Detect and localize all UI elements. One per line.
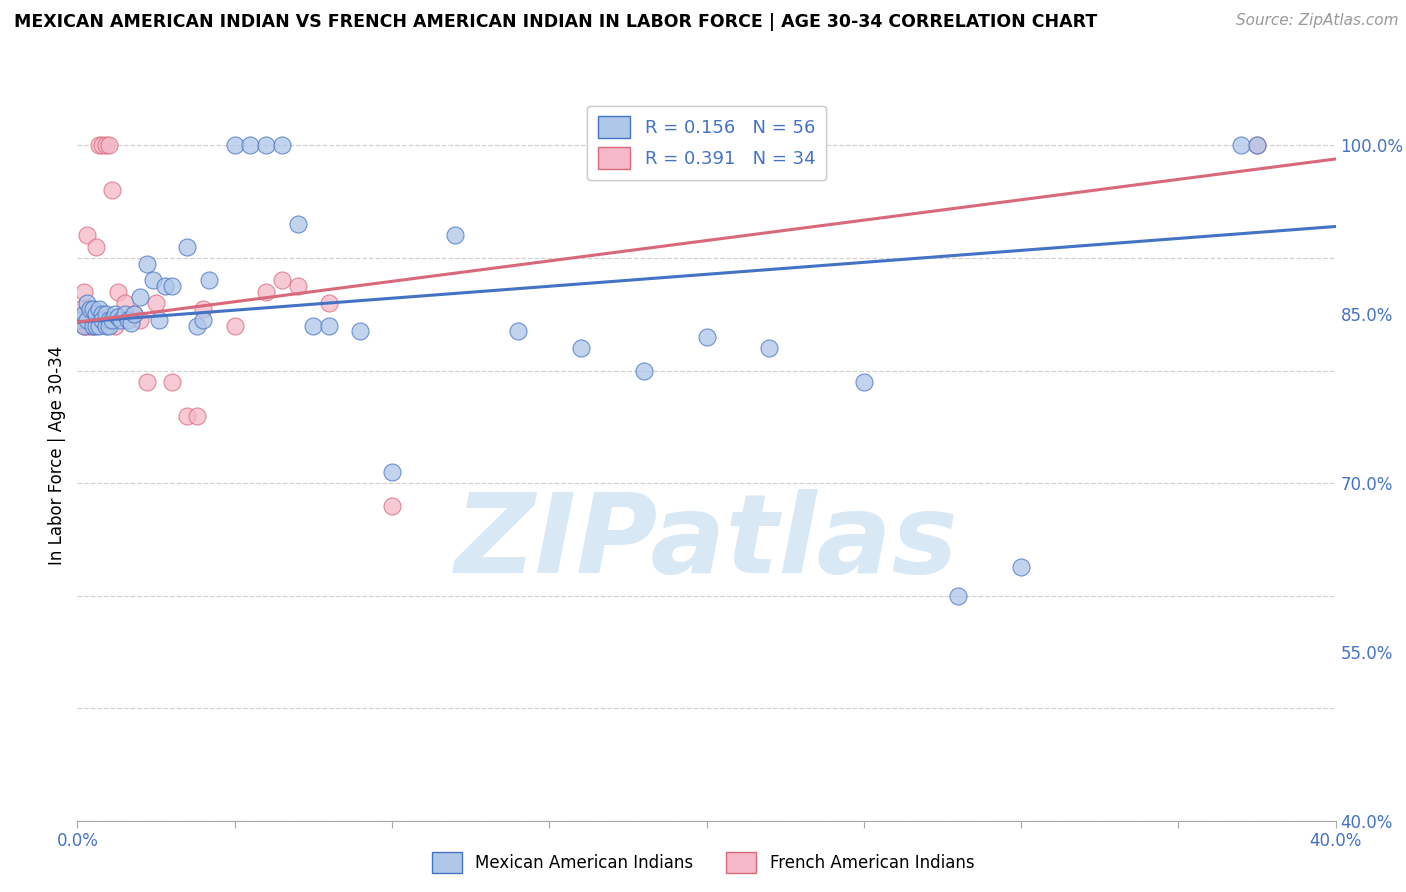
Point (1010, 560, 1032, 574)
Point (302, 318, 325, 333)
Point (948, 589, 970, 603)
Point (349, 324, 371, 338)
Point (79, 318, 101, 333)
Point (94, 318, 117, 333)
Point (76, 313, 98, 327)
Point (84, 318, 107, 333)
Point (198, 273, 221, 287)
Point (101, 184, 124, 198)
Point (69, 313, 91, 327)
Point (72, 318, 94, 333)
Point (381, 465, 404, 479)
Text: MEXICAN AMERICAN INDIAN VS FRENCH AMERICAN INDIAN IN LABOR FORCE | AGE 30-34 COR: MEXICAN AMERICAN INDIAN VS FRENCH AMERIC… (14, 13, 1097, 31)
Point (1246, 138, 1268, 153)
Point (69, 301, 91, 316)
Point (110, 313, 132, 327)
Point (97, 318, 120, 333)
Point (89, 318, 111, 333)
Legend: Mexican American Indians, French American Indians: Mexican American Indians, French America… (425, 846, 981, 880)
Point (135, 375, 157, 389)
Point (94, 138, 117, 153)
Point (254, 138, 277, 153)
Point (148, 313, 170, 327)
Point (72, 307, 94, 321)
Point (122, 307, 145, 321)
Y-axis label: In Labor Force | Age 30-34: In Labor Force | Age 30-34 (48, 345, 66, 565)
Point (79, 307, 101, 321)
Point (72, 318, 94, 333)
Point (569, 341, 592, 355)
Text: ZIPatlas: ZIPatlas (454, 489, 959, 596)
Point (107, 310, 129, 324)
Point (160, 375, 183, 389)
Point (270, 273, 292, 287)
Point (117, 313, 139, 327)
Point (186, 409, 208, 423)
Point (89, 138, 111, 153)
Point (114, 296, 136, 310)
Point (145, 296, 167, 310)
Point (186, 318, 208, 333)
Point (270, 138, 292, 153)
Point (1246, 138, 1268, 153)
Point (97, 138, 120, 153)
Point (107, 285, 129, 299)
Point (318, 296, 340, 310)
Point (122, 307, 145, 321)
Point (94, 307, 117, 321)
Point (129, 313, 152, 327)
Point (287, 279, 309, 293)
Point (176, 409, 198, 423)
Point (79, 301, 101, 316)
Point (76, 296, 98, 310)
Point (444, 228, 467, 243)
Point (239, 138, 262, 153)
Point (104, 318, 127, 333)
Point (758, 341, 780, 355)
Point (129, 290, 152, 304)
Point (176, 240, 198, 254)
Point (82, 318, 104, 333)
Point (120, 316, 142, 330)
Text: Source: ZipAtlas.com: Source: ZipAtlas.com (1236, 13, 1399, 29)
Point (381, 499, 404, 513)
Point (506, 324, 529, 338)
Point (142, 273, 165, 287)
Point (91, 138, 114, 153)
Point (89, 301, 111, 316)
Point (318, 318, 340, 333)
Point (1230, 138, 1253, 153)
Point (287, 217, 309, 231)
Point (84, 307, 107, 321)
Point (191, 301, 215, 316)
Point (191, 313, 215, 327)
Point (254, 285, 277, 299)
Point (76, 318, 98, 333)
Point (82, 318, 104, 333)
Point (224, 138, 246, 153)
Point (101, 313, 124, 327)
Point (633, 363, 655, 377)
Point (114, 307, 136, 321)
Legend: R = 0.156   N = 56, R = 0.391   N = 34: R = 0.156 N = 56, R = 0.391 N = 34 (586, 105, 827, 180)
Point (160, 279, 183, 293)
Point (97, 313, 120, 327)
Point (76, 228, 98, 243)
Point (135, 257, 157, 271)
Point (91, 313, 114, 327)
Point (155, 279, 177, 293)
Point (696, 330, 718, 344)
Point (69, 313, 91, 327)
Point (84, 240, 107, 254)
Point (224, 318, 246, 333)
Point (91, 307, 114, 321)
Point (82, 301, 104, 316)
Point (82, 307, 104, 321)
Point (104, 307, 127, 321)
Point (852, 375, 875, 389)
Point (72, 285, 94, 299)
